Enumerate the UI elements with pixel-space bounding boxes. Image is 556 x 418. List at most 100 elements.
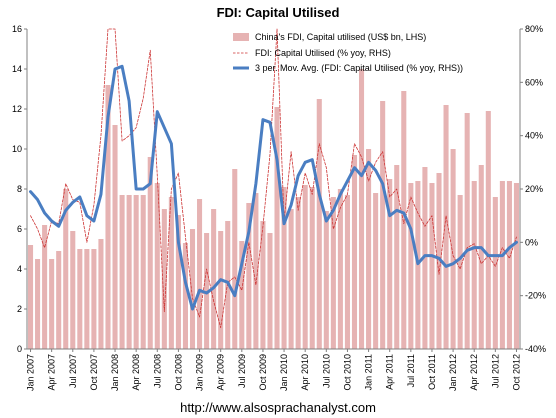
line-series [29,28,518,329]
x-tick-label: Apr 2010 [300,354,310,391]
bar [366,149,372,349]
bar [133,195,139,349]
y-right-tick-label: -20% [525,291,546,301]
bar [27,245,34,349]
bar [239,241,245,349]
bar [70,231,76,349]
x-tick-label: Oct 2009 [258,354,268,391]
bar [302,185,308,349]
legend-label-bar: China's FDI, Capital utilised (US$ bn, L… [255,32,426,42]
y-right-tick-label: 40% [525,131,543,141]
y-right-tick-label: 80% [525,24,543,34]
bar [260,221,266,349]
bar [281,187,287,349]
bar [492,197,498,349]
bar [232,169,238,349]
bar [359,69,365,349]
x-tick-label: Jul 2009 [237,354,247,388]
x-tick-label: Jan 2011 [364,354,374,390]
bar [267,233,273,349]
bar [408,183,414,349]
y-left-tick-label: 0 [17,344,22,354]
legend-label-dashed: FDI: Capital Utilised (% yoy, RHS) [255,48,391,58]
bar [373,193,379,349]
bar [246,203,252,349]
bar [309,187,315,349]
bar [63,189,69,349]
bar [140,195,146,349]
chart-title: FDI: Capital Utilised [217,5,340,20]
bar [168,197,174,349]
footer-url: http://www.alsosprachanalyst.com [180,400,376,415]
bar [351,155,358,349]
bar [274,107,280,349]
x-tick-label: Jan 2012 [448,354,458,391]
bar [457,195,463,349]
y-left-tick-label: 14 [12,64,22,74]
y-left-tick-label: 2 [17,304,22,314]
y-right-tick-label: 20% [525,184,543,194]
bar [295,197,301,349]
x-tick-label: Apr 2009 [216,354,226,391]
legend-swatch-bar [233,33,249,41]
x-tick-label: Apr 2008 [131,354,141,391]
bar [182,243,188,349]
x-tick-label: Oct 2010 [342,354,352,391]
bar [84,249,90,349]
bar [119,195,125,349]
x-tick-label: Apr 2012 [469,354,479,391]
bar [189,229,196,349]
bar [204,233,210,349]
x-tick-label: Oct 2008 [173,354,183,391]
bar [394,165,400,349]
bar [464,113,470,349]
x-tick-label: Jul 2010 [321,354,331,388]
y-right-tick-label: -40% [525,344,546,354]
bar [429,183,435,349]
y-left-tick-label: 10 [12,144,22,154]
bar [443,105,449,349]
bar [253,193,259,349]
x-tick-label: Apr 2007 [47,354,57,391]
axes: 0 2 4 6 8 10 12 14 16 -40% -20% 0% 20% 40% 60% 80% Jan 2… [12,24,546,391]
bar [471,181,477,349]
y-left-tick-label: 8 [17,184,22,194]
bar [513,183,520,349]
bar [56,251,62,349]
bar [77,249,83,349]
x-tick-label: Oct 2011 [427,354,437,390]
bar [337,189,343,349]
bar [323,211,329,349]
bar [330,197,336,349]
y-left-tick-label: 4 [17,264,22,274]
x-tick-label: Oct 2012 [511,354,521,391]
bar [98,239,104,349]
y-right-tick-label: 60% [525,77,543,87]
x-tick-label: Jan 2009 [195,354,205,391]
y-left-tick-label: 16 [12,24,22,34]
bar [112,125,118,349]
x-tick-label: Jan 2008 [110,354,120,391]
bar [126,195,132,349]
bar [387,179,393,349]
bar [197,199,203,349]
x-tick-label: Jul 2011 [406,354,416,387]
bar [485,111,491,349]
bar [422,167,428,349]
bar [154,183,160,349]
bar [91,249,97,349]
bar [288,209,294,349]
bar [450,149,456,349]
bar [147,157,153,349]
bar [211,209,217,349]
bar [436,173,442,349]
bar [316,99,322,349]
legend-label-moving-average: 3 per. Mov. Avg. (FDI: Capital Utilised … [255,63,463,73]
x-tick-label: Oct 2007 [89,354,99,391]
bar [506,181,512,349]
bar [218,231,224,349]
x-tick-label: Apr 2011 [385,354,395,390]
bar [478,165,484,349]
y-left-tick-label: 6 [17,224,22,234]
